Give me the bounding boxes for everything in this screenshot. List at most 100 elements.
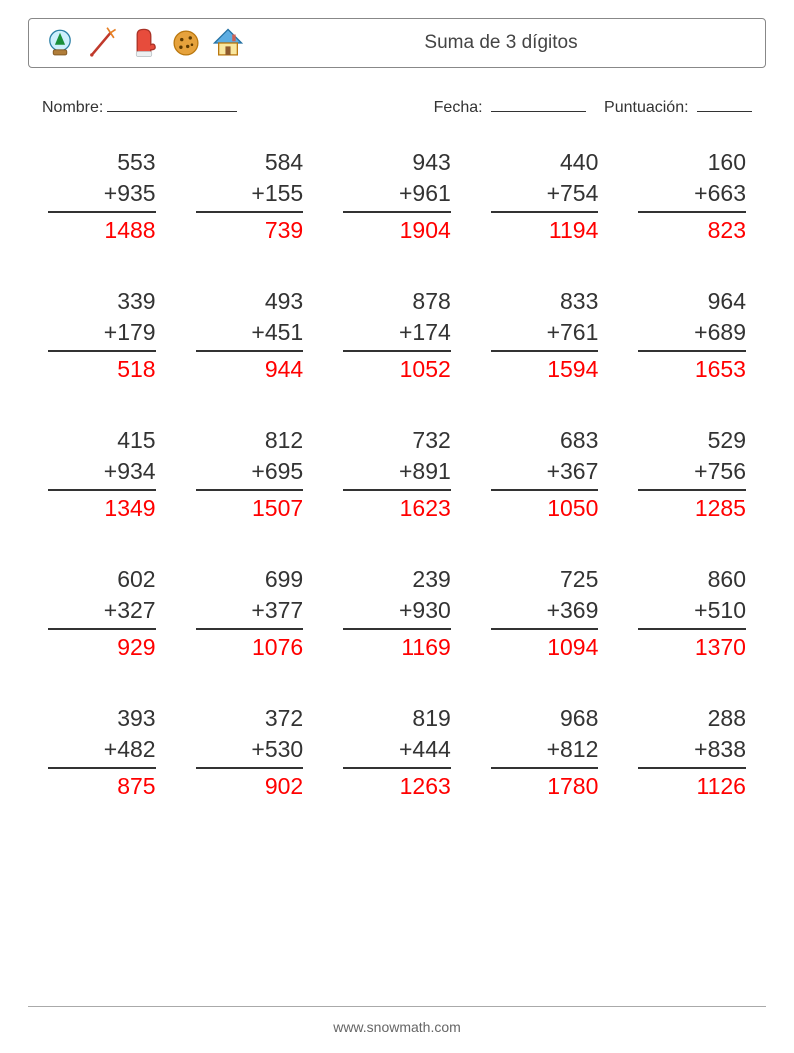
problem: 239+9301169 xyxy=(343,564,451,663)
footer: www.snowmath.com xyxy=(0,1006,794,1035)
operand-a: 393 xyxy=(48,703,156,734)
operand-b: 961 xyxy=(412,178,450,209)
problem: 943+9611904 xyxy=(343,147,451,246)
problem: 393+482875 xyxy=(48,703,156,802)
answer: 1285 xyxy=(638,493,746,524)
operator: + xyxy=(399,317,412,348)
header-icons xyxy=(43,26,245,60)
problem: 878+1741052 xyxy=(343,286,451,385)
answer: 1780 xyxy=(491,771,599,802)
operator: + xyxy=(399,734,412,765)
operator: + xyxy=(547,734,560,765)
operand-b: 930 xyxy=(412,595,450,626)
problem-rule xyxy=(48,489,156,491)
answer: 1623 xyxy=(343,493,451,524)
problem-rule xyxy=(48,767,156,769)
operator: + xyxy=(104,734,117,765)
operator: + xyxy=(694,317,707,348)
problem-rule xyxy=(343,767,451,769)
problem-rule xyxy=(196,767,304,769)
operand-b: 155 xyxy=(265,178,303,209)
operand-a: 160 xyxy=(638,147,746,178)
problem-rule xyxy=(48,350,156,352)
operator: + xyxy=(104,456,117,487)
operand-a: 493 xyxy=(196,286,304,317)
operand-b: 812 xyxy=(560,734,598,765)
answer: 739 xyxy=(196,215,304,246)
house-icon xyxy=(211,26,245,60)
snowglobe-icon xyxy=(43,26,77,60)
problem: 553+9351488 xyxy=(48,147,156,246)
operand-a: 819 xyxy=(343,703,451,734)
problem-rule xyxy=(491,211,599,213)
answer: 1904 xyxy=(343,215,451,246)
operand-a: 943 xyxy=(343,147,451,178)
score-label: Puntuación: xyxy=(604,99,689,116)
operator: + xyxy=(694,734,707,765)
meta-row: Nombre: Fecha: Puntuación: xyxy=(28,94,766,117)
problem: 860+5101370 xyxy=(638,564,746,663)
operand-b: 327 xyxy=(117,595,155,626)
operand-b: 935 xyxy=(117,178,155,209)
answer: 1349 xyxy=(48,493,156,524)
problem: 699+3771076 xyxy=(196,564,304,663)
problem: 833+7611594 xyxy=(491,286,599,385)
operator: + xyxy=(694,178,707,209)
answer: 1169 xyxy=(343,632,451,663)
operand-b: 451 xyxy=(265,317,303,348)
problem-rule xyxy=(638,767,746,769)
operand-a: 288 xyxy=(638,703,746,734)
operand-b: 891 xyxy=(412,456,450,487)
operator: + xyxy=(547,595,560,626)
problem: 819+4441263 xyxy=(343,703,451,802)
answer: 1594 xyxy=(491,354,599,385)
answer: 1653 xyxy=(638,354,746,385)
problem: 160+663823 xyxy=(638,147,746,246)
operand-a: 732 xyxy=(343,425,451,456)
operand-a: 553 xyxy=(48,147,156,178)
problem: 725+3691094 xyxy=(491,564,599,663)
problem-rule xyxy=(638,211,746,213)
answer: 1370 xyxy=(638,632,746,663)
operand-b: 367 xyxy=(560,456,598,487)
operand-a: 440 xyxy=(491,147,599,178)
problem-rule xyxy=(638,628,746,630)
problem-rule xyxy=(343,628,451,630)
operand-b: 369 xyxy=(560,595,598,626)
problem-rule xyxy=(196,628,304,630)
footer-text: www.snowmath.com xyxy=(333,1019,461,1035)
operand-a: 529 xyxy=(638,425,746,456)
date-blank[interactable] xyxy=(491,94,586,112)
operand-b: 689 xyxy=(708,317,746,348)
operand-a: 860 xyxy=(638,564,746,595)
problem-rule xyxy=(48,628,156,630)
answer: 518 xyxy=(48,354,156,385)
problem-rule xyxy=(343,211,451,213)
problem-rule xyxy=(638,350,746,352)
problem: 602+327929 xyxy=(48,564,156,663)
problem-rule xyxy=(196,211,304,213)
problem-rule xyxy=(491,628,599,630)
worksheet-title: Suma de 3 dígitos xyxy=(245,32,717,54)
operator: + xyxy=(547,178,560,209)
name-blank[interactable] xyxy=(107,94,237,112)
operand-a: 683 xyxy=(491,425,599,456)
operand-b: 838 xyxy=(708,734,746,765)
problem: 493+451944 xyxy=(196,286,304,385)
problem: 732+8911623 xyxy=(343,425,451,524)
operand-a: 602 xyxy=(48,564,156,595)
operator: + xyxy=(694,456,707,487)
problem-rule xyxy=(638,489,746,491)
operator: + xyxy=(104,317,117,348)
operator: + xyxy=(251,734,264,765)
answer: 944 xyxy=(196,354,304,385)
operand-b: 482 xyxy=(117,734,155,765)
answer: 929 xyxy=(48,632,156,663)
problem-rule xyxy=(196,350,304,352)
score-blank[interactable] xyxy=(697,94,752,112)
answer: 902 xyxy=(196,771,304,802)
operand-b: 174 xyxy=(412,317,450,348)
operator: + xyxy=(251,456,264,487)
operator: + xyxy=(547,456,560,487)
answer: 1126 xyxy=(638,771,746,802)
